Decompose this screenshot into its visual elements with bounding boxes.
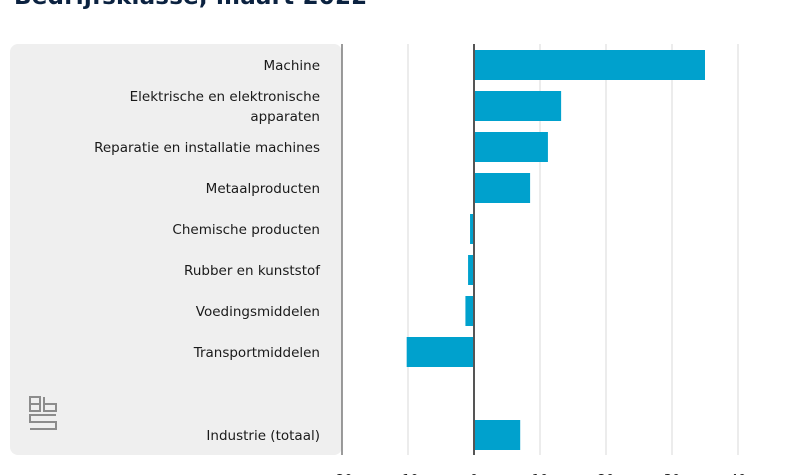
category-label: Machine <box>263 58 320 74</box>
x-tick-label: 20 <box>598 473 615 475</box>
bar <box>468 255 474 285</box>
bar <box>474 132 548 162</box>
x-tick-label: -20 <box>331 473 352 475</box>
category-label: Industrie (totaal) <box>206 428 320 444</box>
bar <box>406 337 474 367</box>
category-label-panel <box>10 44 342 455</box>
category-label: Rubber en kunststof <box>184 263 321 279</box>
category-label: Metaalproducten <box>206 181 320 197</box>
x-tick-label: 10 <box>532 473 549 475</box>
x-tick-label: 0 <box>470 473 478 475</box>
x-tick-label: 40 <box>730 473 747 475</box>
category-label: Elektrische en elektronische <box>130 89 320 105</box>
category-label: Voedingsmiddelen <box>196 304 320 320</box>
bar <box>465 296 474 326</box>
category-label: Reparatie en installatie machines <box>94 140 320 156</box>
bar <box>474 91 562 121</box>
category-label: Transportmiddelen <box>193 345 320 361</box>
category-label: apparaten <box>250 109 320 125</box>
category-label: Chemische producten <box>172 222 320 238</box>
chart-title: Bedrijfsklasse, maart 2022 <box>14 0 367 10</box>
bar <box>470 214 474 244</box>
bar <box>474 420 521 450</box>
bar <box>474 50 705 80</box>
x-tick-label: 30 <box>664 473 681 475</box>
bar <box>474 173 531 203</box>
cbs-logo-icon <box>29 396 57 430</box>
x-tick-label: -10 <box>397 473 418 475</box>
